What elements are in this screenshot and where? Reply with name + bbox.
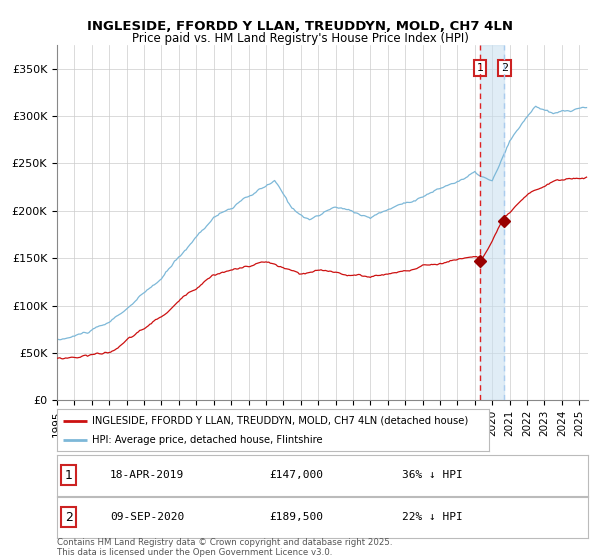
Text: 22% ↓ HPI: 22% ↓ HPI — [402, 512, 463, 522]
Text: 1: 1 — [65, 469, 73, 482]
Text: 2: 2 — [500, 63, 508, 73]
Text: 2: 2 — [65, 511, 73, 524]
Text: Contains HM Land Registry data © Crown copyright and database right 2025.
This d: Contains HM Land Registry data © Crown c… — [57, 538, 392, 557]
Text: £189,500: £189,500 — [269, 512, 323, 522]
Text: INGLESIDE, FFORDD Y LLAN, TREUDDYN, MOLD, CH7 4LN: INGLESIDE, FFORDD Y LLAN, TREUDDYN, MOLD… — [87, 20, 513, 32]
Bar — [480, 45, 504, 400]
Text: INGLESIDE, FFORDD Y LLAN, TREUDDYN, MOLD, CH7 4LN (detached house): INGLESIDE, FFORDD Y LLAN, TREUDDYN, MOLD… — [92, 416, 468, 426]
Text: 1: 1 — [476, 63, 484, 73]
Text: 09-SEP-2020: 09-SEP-2020 — [110, 512, 184, 522]
Text: 36% ↓ HPI: 36% ↓ HPI — [402, 470, 463, 480]
Text: 18-APR-2019: 18-APR-2019 — [110, 470, 184, 480]
Text: Price paid vs. HM Land Registry's House Price Index (HPI): Price paid vs. HM Land Registry's House … — [131, 32, 469, 45]
Text: HPI: Average price, detached house, Flintshire: HPI: Average price, detached house, Flin… — [92, 435, 322, 445]
Text: £147,000: £147,000 — [269, 470, 323, 480]
